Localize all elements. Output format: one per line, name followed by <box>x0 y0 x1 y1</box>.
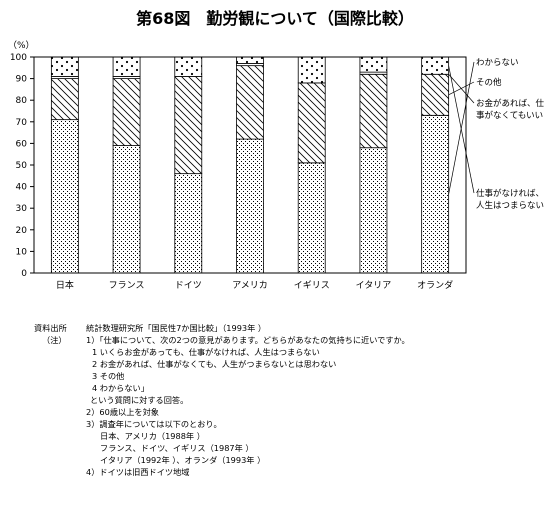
note-1-tail: という質問に対する回答。 <box>90 395 189 405</box>
note-1-option-2: 2 お金があれば、仕事がなくても、人生がつまらないとは思わない <box>92 359 337 369</box>
y-tick-label: 70 <box>16 118 28 128</box>
legend-label: その他 <box>476 77 502 88</box>
bar-segment <box>50 56 79 77</box>
x-category-label: イタリア <box>356 280 392 291</box>
x-category-label: ドイツ <box>175 281 202 291</box>
bar-segment <box>112 56 141 77</box>
note-1-option-1: 1 いくらお金があっても、仕事がなければ、人生はつまらない <box>92 347 320 357</box>
y-tick-label: 10 <box>16 247 28 257</box>
note-1: 1）「仕事について、次の2つの意見があります。どちらがあなたの気持ちに近いですか… <box>86 335 410 345</box>
legend-leader-line <box>448 74 475 104</box>
y-tick-label: 80 <box>16 96 28 106</box>
note-1-option-3: 3 その他 <box>92 371 125 381</box>
bar-segment <box>50 119 79 274</box>
bar-segment <box>236 56 264 64</box>
y-tick-label: 40 <box>16 183 28 193</box>
legend-label: わからない <box>476 58 519 68</box>
bar-segment <box>421 114 450 274</box>
y-unit-label: （%） <box>8 40 35 51</box>
bar-segment <box>421 73 450 116</box>
bar-segment <box>174 56 203 77</box>
stacked-bar-chart: 第68図 勤労観について（国際比較） （%） 0 10 20 30 40 50 60 70 80… <box>8 9 545 291</box>
bar-segment <box>297 82 326 164</box>
bar-segment <box>359 147 388 274</box>
note-1-option-4: 4 わからない」 <box>92 383 149 393</box>
y-tick-label: 0 <box>21 269 27 279</box>
legend-leader-line <box>448 65 475 194</box>
bar-segment <box>236 65 264 140</box>
x-category-label: 日本 <box>56 279 74 291</box>
bar-segment <box>50 78 79 121</box>
note-3-line-3: イタリア（1992年 ）、オランダ（1993年 ） <box>100 455 266 465</box>
note-3-line-1: 日本、アメリカ（1988年 ） <box>100 431 205 441</box>
bar-segment <box>174 173 203 274</box>
bar-segment <box>359 73 388 149</box>
legend-label: 事がなくてもいい <box>476 110 543 121</box>
y-tick-label: 50 <box>16 161 28 171</box>
note-3-line-2: フランス、ドイツ、イギリス（1987年 ） <box>100 443 254 453</box>
y-tick-label: 30 <box>16 204 28 214</box>
bar-segment <box>297 56 326 84</box>
x-category-label: フランス <box>109 280 145 291</box>
bar-segment <box>421 56 450 75</box>
source-label: 資料出所 <box>34 323 67 333</box>
note-2: 2）60歳以上を対象 <box>86 407 159 417</box>
note-4: 4）ドイツは旧西ドイツ地域 <box>86 467 190 477</box>
bar-segment <box>112 145 141 274</box>
x-category-label: イギリス <box>294 280 330 291</box>
bar-segment <box>359 56 388 73</box>
bar-segment <box>297 162 326 274</box>
chart-title: 第68図 勤労観について（国際比較） <box>136 9 414 28</box>
note-3: 3）調査年については以下のとおり。 <box>86 419 222 429</box>
y-tick-label: 100 <box>10 53 27 63</box>
legend-label: 人生はつまらない <box>476 200 544 211</box>
bar-segment <box>174 76 203 175</box>
bar-segment <box>112 78 141 146</box>
legend-label: お金があれば、仕 <box>476 98 545 109</box>
x-category-label: アメリカ <box>232 280 268 291</box>
bar-segment <box>236 138 264 274</box>
y-tick-label: 20 <box>16 226 28 236</box>
notes-label: （注） <box>42 335 67 345</box>
y-tick-label: 90 <box>16 75 28 85</box>
x-category-label: オランダ <box>417 279 453 291</box>
source-text: 統計数理研究所「国民性7か国比較」（1993年 ） <box>86 323 267 333</box>
y-tick-label: 60 <box>16 139 28 149</box>
legend-label: 仕事がなければ、 <box>476 188 544 199</box>
